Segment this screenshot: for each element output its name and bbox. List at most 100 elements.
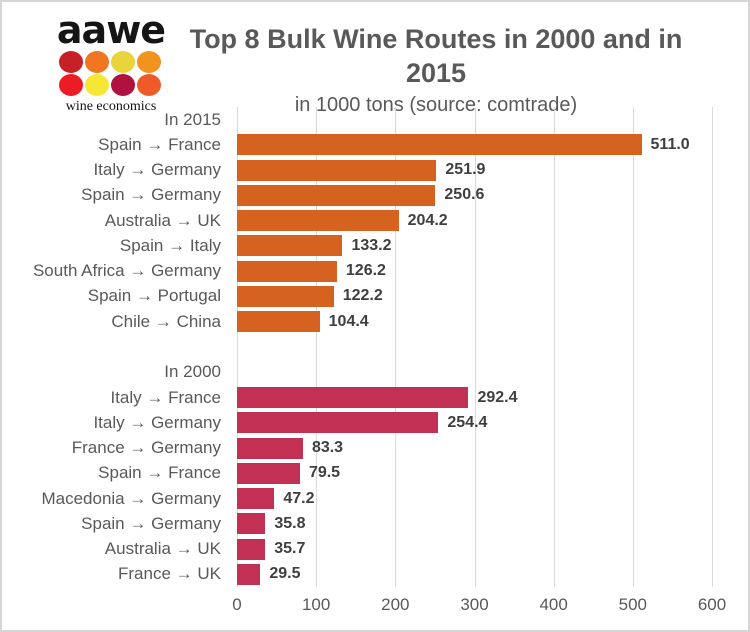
gridline-0 [237,107,238,587]
route-label: Australia → UK [2,537,229,562]
route-label: France → UK [2,562,229,587]
bar-row: 204.2 [237,208,712,233]
gridline-500 [632,107,634,587]
plot-area: 511.0 251.9 250.6 204.2 133.2 126.2 122.2 104.4… [237,107,713,587]
bar [237,210,399,232]
bar-row: 122.2 [237,284,712,309]
value-label: 35.7 [274,540,306,558]
section-label: In 2015 [2,107,229,132]
bar [237,513,266,535]
value-label: 47.2 [283,489,315,507]
bar-row: 35.7 [237,537,712,562]
route-label-text: Chile → China [111,311,221,331]
gridline-200 [395,107,397,587]
bar-row: 251.9 [237,158,712,183]
value-label: 251.9 [445,161,486,179]
x-tick-label-600: 600 [697,595,727,614]
bar-row: 29.5 [237,562,712,587]
route-label: Spain → France [2,461,229,486]
bar [237,285,334,307]
chart-title: Top 8 Bulk Wine Routes in 2000 and in 20… [189,24,683,88]
x-tick-label-500: 500 [618,595,648,614]
value-label: 133.2 [351,236,392,254]
route-label-text: Australia → UK [104,539,221,559]
route-label-text: Australia → UK [104,210,221,230]
bar-row: 511.0 [237,132,712,157]
x-tick-label-400: 400 [539,595,568,614]
logo-dot [111,50,135,73]
aawe-logo-dots [59,50,163,96]
route-label-text: Spain → France [98,134,221,154]
gridline-600 [712,107,713,587]
section-label-text: In 2015 [164,109,221,129]
route-label: Italy → France [2,385,229,410]
value-label: 79.5 [308,464,341,482]
bar [237,184,436,206]
aawe-logo-wordmark: aawe [56,8,166,52]
route-label-text: Italy → Germany [93,412,221,432]
value-label: 511.0 [650,135,690,153]
x-tick-label-300: 300 [460,595,489,614]
value-label: 126.2 [345,262,386,280]
bar [237,311,320,333]
bar [237,260,337,282]
route-label: Spain → France [2,132,229,157]
route-label-text: Macedonia → Germany [41,488,221,508]
gridline-400 [553,107,555,587]
route-label-text: Italy → Germany [93,160,221,180]
chart-subtitle: in 1000 tons (source: comtrade) [294,94,578,116]
bar [237,134,642,156]
gridline-100 [316,107,318,587]
chart-header: Top 8 Bulk Wine Routes in 2000 and in 20… [170,22,702,120]
route-label-text: Spain → Germany [81,185,221,205]
section-label: In 2000 [2,360,229,385]
aawe-logo-tagline: wine economics [65,99,157,114]
value-label: 204.2 [407,211,448,229]
route-label-text: Spain → Portugal [87,286,221,306]
value-label: 104.4 [328,312,369,330]
bar-row: 79.5 [237,461,712,486]
logo-dot [137,50,161,73]
bar-row: 250.6 [237,183,712,208]
bar-row: 133.2 [237,233,712,258]
logo-dot [59,50,83,73]
section-header-row [237,107,712,132]
spacer-row [237,334,712,359]
gridline-300 [474,107,476,587]
bar [237,437,303,459]
x-tick-label-200: 200 [381,595,410,614]
logo-dot [137,73,161,96]
logo-dot [85,50,109,73]
logo-dot [85,73,109,96]
route-label-text: Spain → Germany [81,513,221,533]
value-label: 83.3 [311,439,344,457]
bar [237,563,261,585]
route-label-text: Spain → France [98,463,221,483]
value-label: 35.8 [274,514,306,532]
x-tick-label-100: 100 [301,595,331,614]
route-label: Spain → Germany [2,183,229,208]
value-label: 292.4 [477,388,518,406]
bar [237,235,343,257]
x-axis: 0 100 200 300 400 500 600 [232,595,726,619]
route-label-text: Spain → Italy [119,235,221,255]
route-label-text: Italy → France [110,387,221,407]
x-tick-label-0: 0 [232,595,242,614]
route-label: Macedonia → Germany [2,486,229,511]
logo-dot [59,73,83,96]
bar-row: 254.4 [237,410,712,435]
route-label: Chile → China [2,309,229,334]
route-label: France → Germany [2,435,229,460]
value-label: 29.5 [269,565,301,583]
route-label-text: France → Germany [71,438,221,458]
aawe-logo: aawe wine economics [55,8,167,115]
bar-row: 126.2 [237,259,712,284]
section-label-text: In 2000 [164,362,221,382]
route-label: Italy → Germany [2,158,229,183]
logo-dot [111,73,135,96]
bar-row: 83.3 [237,435,712,460]
bars-column: 511.0 251.9 250.6 204.2 133.2 126.2 122.2 104.4… [237,107,712,587]
value-label: 122.2 [342,287,383,305]
bar [237,387,469,409]
bar [237,462,300,484]
